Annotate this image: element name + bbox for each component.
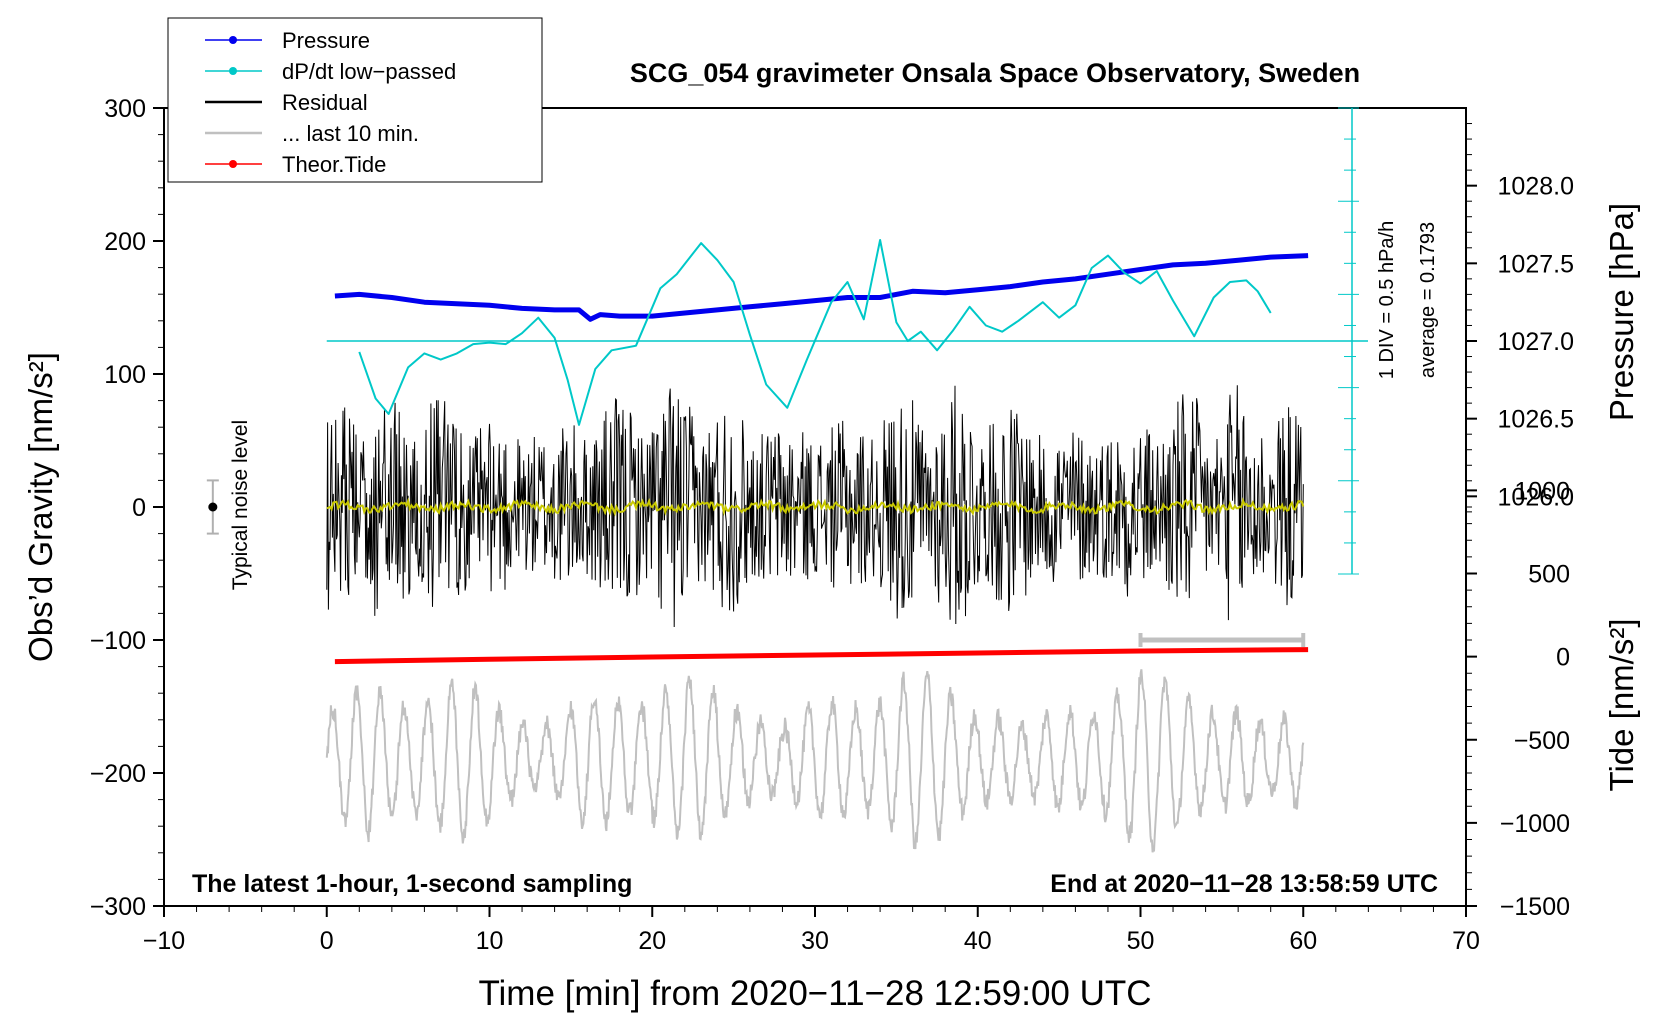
residual-series [326,385,1305,628]
legend-label: Residual [282,90,368,115]
x-tick-label: −10 [143,927,185,955]
legend-marker [229,36,237,44]
legend-label: dP/dt low−passed [282,59,456,84]
y-tick-label: −300 [90,893,146,921]
x-tick-label: 50 [1127,927,1155,955]
end-time-note: End at 2020−11−28 13:58:59 UTC [1050,870,1438,898]
legend-marker [229,67,237,75]
y-tick-label: 300 [104,95,146,123]
annotation-layer [206,479,1306,647]
tide-tick-label: 1000 [1514,477,1570,505]
ticks-layer: −10 0 10 20 30 40 50 60 703002001000−100−200−300… [90,95,1574,955]
y-axis-label-tide: Tide [nm/s²] [1603,619,1640,792]
tide-tick-label: −1000 [1500,810,1570,838]
series-line-pressure [334,253,1309,322]
series-layer [326,107,1368,665]
y-tick-label: 0 [132,494,146,522]
legend-box [167,17,543,183]
pressure-tick-label: 1027.0 [1498,328,1574,356]
y-axis-label-left: Obs’d Gravity [nm/s²] [22,352,59,662]
x-tick-label: 10 [476,927,504,955]
dpdt-average-label: average = 0.1793 [1417,222,1439,378]
x-tick-label: 20 [638,927,666,955]
legend: Pressure dP/dt low−passed Residual ... last… [167,17,543,183]
legend-label: Theor.Tide [282,152,386,177]
tide-tick-label: 0 [1556,644,1570,672]
y-axis-label-pressure: Pressure [hPa] [1603,203,1640,421]
y-tick-label: −200 [90,760,146,788]
last-10-min-line [325,669,1305,853]
tide-tick-label: 500 [1528,561,1570,589]
legend-marker [229,160,237,168]
pressure-tick-label: 1026.5 [1498,406,1574,434]
noise-center-dot [208,502,218,512]
chart-title: SCG_054 gravimeter Onsala Space Observat… [630,58,1360,88]
pressure-tick-label: 1026.0 [1498,483,1574,511]
x-tick-label: 0 [320,927,334,955]
x-axis-label: Time [min] from 2020−11−28 12:59:00 UTC [478,974,1151,1013]
last-10-min-series [325,669,1305,853]
legend-label: Pressure [282,28,370,53]
y-tick-label: 100 [104,361,146,389]
x-tick-label: 60 [1289,927,1317,955]
series-line-theor-tide [334,647,1309,665]
legend-label: ... last 10 min. [282,121,419,146]
x-tick-label: 30 [801,927,829,955]
residual-smoothed-line [326,497,1305,517]
residual-line [326,385,1304,628]
x-tick-label: 70 [1452,927,1480,955]
y-tick-label: −100 [90,627,146,655]
tide-tick-label: −1500 [1500,893,1570,921]
dpdt-scale-label: 1 DIV = 0.5 hPa/h [1376,221,1398,379]
y-tick-label: 200 [104,228,146,256]
pressure-tick-label: 1027.5 [1498,250,1574,278]
series-line-dp-dt-low-passed [358,239,1272,426]
noise-level-label: Typical noise level [229,420,252,590]
tide-tick-label: −500 [1514,727,1570,755]
sampling-note: The latest 1-hour, 1-second sampling [192,870,632,898]
pressure-tick-label: 1028.0 [1498,173,1574,201]
x-tick-label: 40 [964,927,992,955]
